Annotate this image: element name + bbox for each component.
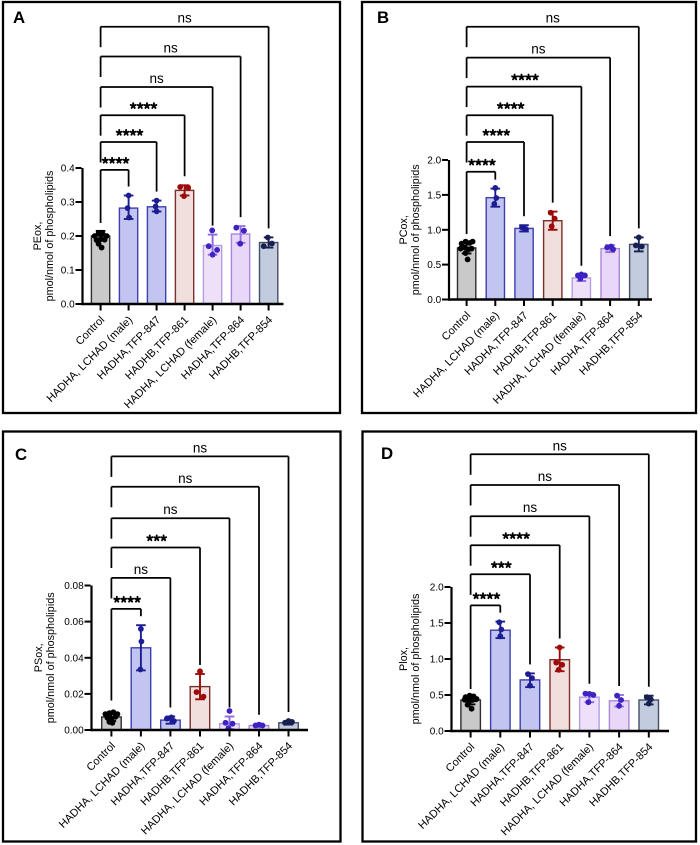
svg-text:ns: ns bbox=[163, 502, 178, 517]
svg-text:0.3: 0.3 bbox=[61, 198, 75, 209]
svg-text:2.0: 2.0 bbox=[427, 156, 441, 167]
svg-text:1.0: 1.0 bbox=[430, 655, 444, 666]
svg-text:PEox,: PEox, bbox=[32, 222, 44, 251]
svg-text:1.5: 1.5 bbox=[427, 191, 441, 202]
svg-text:0.0: 0.0 bbox=[430, 727, 444, 738]
svg-text:ns: ns bbox=[149, 71, 164, 86]
svg-text:C: C bbox=[15, 445, 27, 464]
svg-text:0.00: 0.00 bbox=[64, 726, 84, 737]
svg-text:0.04: 0.04 bbox=[64, 653, 84, 664]
svg-text:ns: ns bbox=[538, 469, 553, 484]
svg-text:2.0: 2.0 bbox=[430, 583, 444, 594]
svg-text:ns: ns bbox=[553, 438, 568, 453]
svg-text:ns: ns bbox=[546, 11, 561, 26]
svg-text:ns: ns bbox=[177, 11, 192, 26]
svg-text:D: D bbox=[381, 444, 393, 463]
svg-text:PCox,: PCox, bbox=[398, 215, 410, 244]
svg-text:0.0: 0.0 bbox=[427, 295, 441, 306]
svg-text:B: B bbox=[377, 8, 389, 27]
svg-text:ns: ns bbox=[523, 500, 538, 515]
svg-text:ns: ns bbox=[531, 42, 546, 57]
svg-text:pmol/nmol of phospholipids: pmol/nmol of phospholipids bbox=[410, 164, 422, 295]
svg-text:pmol/nmol of phospholipids: pmol/nmol of phospholipids bbox=[44, 170, 56, 301]
svg-text:ns: ns bbox=[193, 440, 208, 455]
svg-text:0.4: 0.4 bbox=[61, 164, 75, 175]
svg-text:ns: ns bbox=[163, 41, 178, 56]
svg-text:0.02: 0.02 bbox=[64, 690, 84, 701]
svg-text:0.5: 0.5 bbox=[427, 260, 441, 271]
svg-text:A: A bbox=[13, 8, 25, 27]
svg-text:PSox,: PSox, bbox=[33, 643, 45, 672]
svg-text:0.08: 0.08 bbox=[64, 581, 84, 592]
svg-text:1.5: 1.5 bbox=[430, 619, 444, 630]
svg-text:ns: ns bbox=[178, 471, 193, 486]
svg-text:pmol/nmol of phospholipids: pmol/nmol of phospholipids bbox=[45, 592, 57, 723]
svg-text:0.1: 0.1 bbox=[61, 266, 75, 277]
svg-text:pmol/nmol of phospholipids: pmol/nmol of phospholipids bbox=[410, 593, 422, 724]
svg-text:ns: ns bbox=[134, 562, 149, 577]
svg-text:0.5: 0.5 bbox=[430, 691, 444, 702]
svg-text:Plox,: Plox, bbox=[398, 647, 410, 671]
svg-text:1.0: 1.0 bbox=[427, 225, 441, 236]
svg-text:0.2: 0.2 bbox=[61, 232, 75, 243]
svg-text:0.06: 0.06 bbox=[64, 617, 84, 628]
svg-text:0.0: 0.0 bbox=[61, 300, 75, 311]
